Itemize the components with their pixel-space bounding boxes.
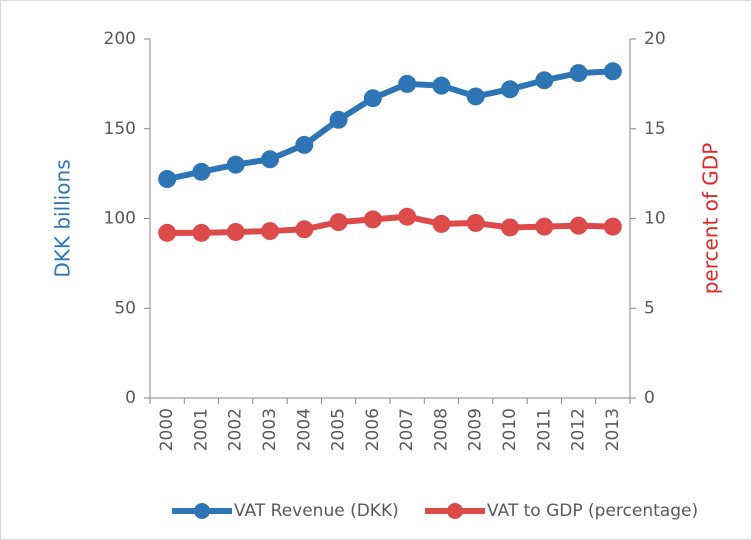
data-point [603, 217, 622, 236]
legend-label: VAT Revenue (DKK) [234, 501, 399, 521]
y2-tick-label: 15 [644, 119, 666, 139]
y2-tick-label: 5 [644, 298, 655, 318]
y-tick-label: 100 [104, 209, 136, 229]
y-tick-label: 150 [104, 119, 136, 139]
data-point [432, 214, 451, 233]
data-point [192, 162, 211, 181]
data-point [226, 222, 245, 241]
data-point [295, 220, 314, 239]
x-tick-label: 2006 [363, 408, 383, 451]
x-tick-label: 2008 [431, 408, 451, 451]
x-tick-label: 2000 [157, 408, 177, 451]
data-point [501, 218, 519, 237]
data-point [603, 62, 622, 81]
y2-tick-label: 10 [644, 209, 666, 229]
y-tick-label: 0 [125, 388, 136, 408]
data-point [363, 210, 382, 229]
data-point [466, 87, 485, 106]
y-axis-title: DKK billions [51, 159, 75, 277]
data-point [158, 223, 177, 242]
data-point [363, 89, 382, 108]
data-point [398, 207, 417, 226]
legend-marker [194, 503, 210, 519]
data-point [466, 213, 485, 232]
y2-axis-title: percent of GDP [699, 143, 723, 295]
data-point [398, 74, 417, 93]
x-tick-label: 2011 [534, 408, 554, 451]
data-point [261, 222, 279, 241]
data-point [569, 216, 588, 235]
data-point [569, 64, 588, 83]
x-tick-label: 2005 [329, 408, 349, 451]
data-point [158, 170, 177, 189]
y2-tick-label: 20 [644, 29, 666, 49]
x-tick-label: 2007 [397, 408, 417, 451]
data-point [535, 217, 554, 236]
data-point [329, 213, 348, 232]
data-point [192, 223, 211, 242]
data-point [432, 76, 451, 95]
y-tick-label: 50 [114, 298, 136, 318]
x-tick-label: 2003 [260, 408, 280, 451]
y2-tick-label: 0 [644, 388, 655, 408]
data-point [226, 155, 245, 174]
x-tick-label: 2009 [466, 408, 486, 451]
data-point [501, 80, 519, 99]
x-tick-label: 2004 [294, 408, 314, 451]
x-tick-label: 2013 [603, 408, 623, 451]
data-point [261, 150, 279, 169]
data-point [329, 110, 348, 129]
data-point [295, 135, 314, 154]
x-tick-label: 2010 [500, 408, 520, 451]
x-tick-label: 2002 [226, 408, 246, 451]
y-tick-label: 200 [104, 29, 136, 49]
x-tick-label: 2001 [191, 408, 211, 451]
x-tick-label: 2012 [569, 408, 589, 451]
legend-marker [447, 503, 463, 519]
data-point [535, 71, 554, 90]
legend-label: VAT to GDP (percentage) [487, 501, 698, 521]
